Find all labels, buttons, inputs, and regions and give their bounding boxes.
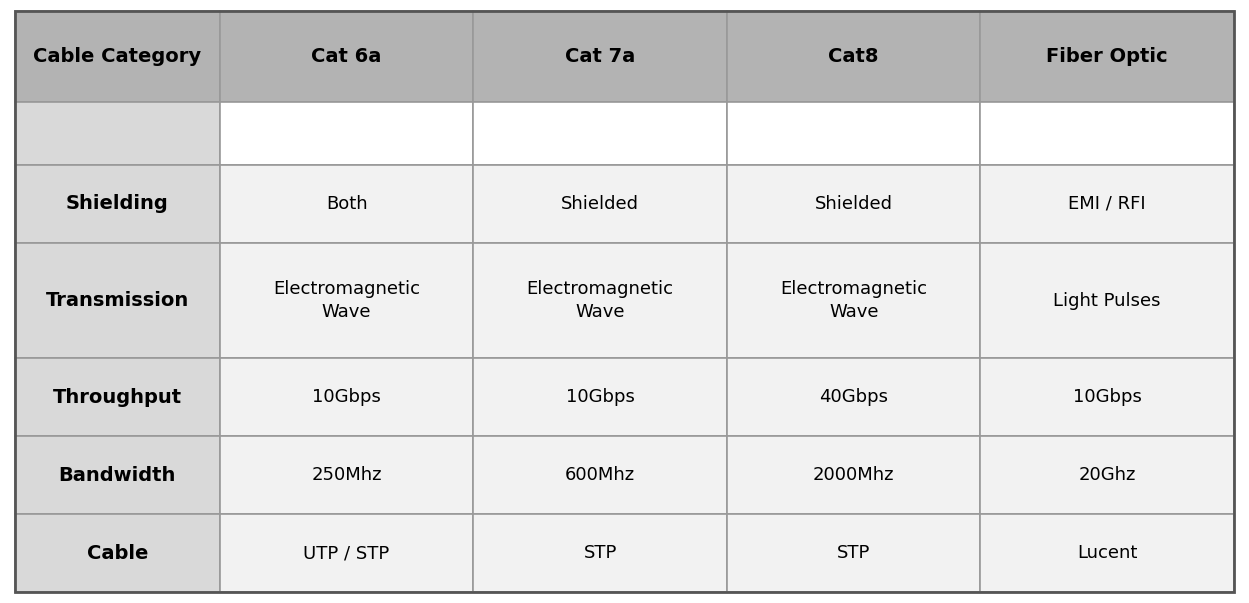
Bar (473, 358, 727, 436)
Text: Cable Category: Cable Category (34, 47, 201, 66)
Text: Cable: Cable (86, 544, 149, 563)
Text: Cat 6a: Cat 6a (311, 47, 382, 66)
Text: 20Ghz: 20Ghz (1079, 466, 1135, 484)
Bar (727, 165, 980, 243)
Text: Cat 7a: Cat 7a (565, 47, 636, 66)
Text: 10Gbps: 10Gbps (566, 388, 634, 406)
Bar (727, 358, 980, 436)
Bar (473, 243, 727, 358)
Bar (220, 11, 473, 102)
Bar (727, 11, 980, 102)
Bar (980, 243, 1234, 358)
Bar (473, 11, 727, 102)
Bar (473, 436, 727, 514)
Text: 2000Mhz: 2000Mhz (813, 466, 894, 484)
Bar (15, 243, 220, 358)
Bar (15, 514, 220, 592)
Text: Shielded: Shielded (561, 195, 639, 213)
Bar (15, 165, 220, 243)
Text: STP: STP (837, 544, 871, 562)
Text: Transmission: Transmission (46, 291, 189, 310)
Bar (473, 514, 727, 592)
Bar (220, 243, 473, 358)
Text: Electromagnetic
Wave: Electromagnetic Wave (274, 280, 420, 321)
Bar (980, 436, 1234, 514)
Text: Electromagnetic
Wave: Electromagnetic Wave (781, 280, 927, 321)
Text: 600Mhz: 600Mhz (565, 466, 636, 484)
Text: Bandwidth: Bandwidth (59, 466, 176, 485)
Text: Shielded: Shielded (814, 195, 893, 213)
Bar (473, 165, 727, 243)
Bar (980, 165, 1234, 243)
Bar (220, 514, 473, 592)
Bar (980, 514, 1234, 592)
Bar (220, 436, 473, 514)
Text: STP: STP (583, 544, 617, 562)
Text: Light Pulses: Light Pulses (1053, 291, 1162, 309)
Bar (473, 102, 727, 165)
Bar (220, 102, 473, 165)
Bar (220, 165, 473, 243)
Bar (980, 358, 1234, 436)
Bar (15, 436, 220, 514)
Bar (727, 514, 980, 592)
Text: Lucent: Lucent (1077, 544, 1138, 562)
Text: 10Gbps: 10Gbps (312, 388, 381, 406)
Text: Shielding: Shielding (66, 194, 169, 213)
Bar (15, 102, 220, 165)
Bar (727, 436, 980, 514)
Text: EMI / RFI: EMI / RFI (1068, 195, 1147, 213)
Text: Throughput: Throughput (52, 388, 182, 407)
Bar (727, 102, 980, 165)
Text: Cat8: Cat8 (828, 47, 879, 66)
Bar (980, 11, 1234, 102)
Bar (727, 243, 980, 358)
Bar (220, 358, 473, 436)
Bar (980, 102, 1234, 165)
Text: Both: Both (326, 195, 367, 213)
Text: 250Mhz: 250Mhz (311, 466, 382, 484)
Text: 10Gbps: 10Gbps (1073, 388, 1142, 406)
Text: 40Gbps: 40Gbps (819, 388, 888, 406)
Text: Electromagnetic
Wave: Electromagnetic Wave (527, 280, 673, 321)
Bar (15, 358, 220, 436)
Text: Fiber Optic: Fiber Optic (1047, 47, 1168, 66)
Text: UTP / STP: UTP / STP (304, 544, 390, 562)
Bar (15, 11, 220, 102)
